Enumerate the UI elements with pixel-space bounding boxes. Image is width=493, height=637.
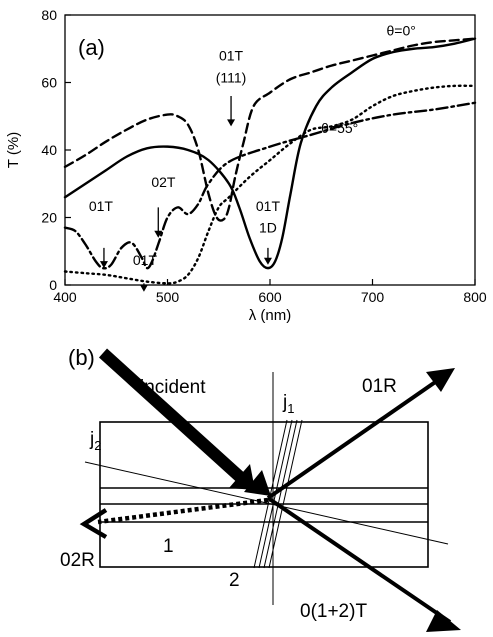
label-layer-1: 1: [163, 536, 174, 557]
diffraction-diagram: (b) incident j1 j2 01R 02R 1: [60, 345, 461, 632]
beam-02r: [97, 497, 269, 525]
annotation-arrow-head: [139, 284, 148, 292]
y-axis-label: T (%): [5, 132, 22, 168]
y-tick-label: 80: [41, 7, 57, 23]
annotation-label: θ=0°: [387, 22, 416, 38]
x-axis-label: λ (nm): [249, 307, 292, 324]
label-layer-2: 2: [229, 570, 240, 591]
tilted-plane-4: [268, 419, 303, 569]
annotation-label: 01T: [256, 198, 281, 214]
plane-j2: [84, 461, 449, 545]
series-dotted-line: [63, 84, 477, 285]
y-tick-label: 20: [41, 210, 57, 226]
annotation-arrow-head: [227, 119, 236, 127]
annotation-label: 01T: [219, 48, 244, 64]
label-incident: incident: [140, 377, 206, 398]
annotation-label: (111): [216, 70, 247, 86]
annotation-label: 01T: [133, 252, 158, 268]
beam-01r-arrowhead: [426, 368, 455, 392]
annotation-label: 1D: [259, 220, 277, 236]
incident-beam: [98, 348, 245, 482]
incident-arrowhead: [229, 464, 255, 490]
label-01r: 01R: [362, 376, 397, 397]
y-tick-label: 0: [49, 277, 57, 293]
annotation-arrow-head: [154, 230, 163, 238]
annotations: θ=0° θ=55° 01T (111) 02T 01T 01T 01T 1D: [89, 22, 416, 292]
x-tick-label: 400: [53, 289, 77, 305]
label-j2: j2: [89, 429, 101, 453]
panel-label-b: (b): [68, 345, 95, 370]
series-solid-line: [63, 37, 477, 270]
series-dashed-line: [63, 37, 477, 222]
curves: [63, 37, 477, 285]
annotation-arrow-head: [263, 257, 272, 265]
beam-transmitted-arrowhead: [426, 610, 461, 632]
incident-arrowhead-2: [244, 470, 271, 496]
annotation-label: 02T: [151, 174, 176, 190]
panel-label-a: (a): [78, 35, 105, 60]
tilted-plane-3: [263, 419, 298, 569]
axis-ticks: 400 500 600 700 800 0 20 40 60 80: [41, 7, 486, 305]
x-tick-label: 600: [258, 289, 282, 305]
beam-02r-arrowhead: [79, 508, 108, 539]
annotation-label: 01T: [89, 198, 114, 214]
transmission-chart: 400 500 600 700 800 0 20 40 60 80 θ=0° θ=55° 01T (11…: [5, 7, 487, 324]
beam-01r: [266, 374, 446, 500]
x-tick-label: 800: [463, 289, 487, 305]
x-tick-label: 700: [361, 289, 385, 305]
beam-transmitted: [266, 496, 452, 624]
annotation-label: θ=55°: [321, 120, 358, 136]
label-j1: j1: [282, 392, 294, 416]
y-tick-label: 40: [41, 142, 57, 158]
x-tick-label: 500: [156, 289, 180, 305]
y-tick-label: 60: [41, 75, 57, 91]
label-02r: 02R: [60, 550, 95, 571]
annotation-arrow-head: [99, 261, 108, 269]
series-dash-dot-line: [63, 101, 477, 270]
label-transmitted: 0(1+2)T: [300, 601, 367, 622]
